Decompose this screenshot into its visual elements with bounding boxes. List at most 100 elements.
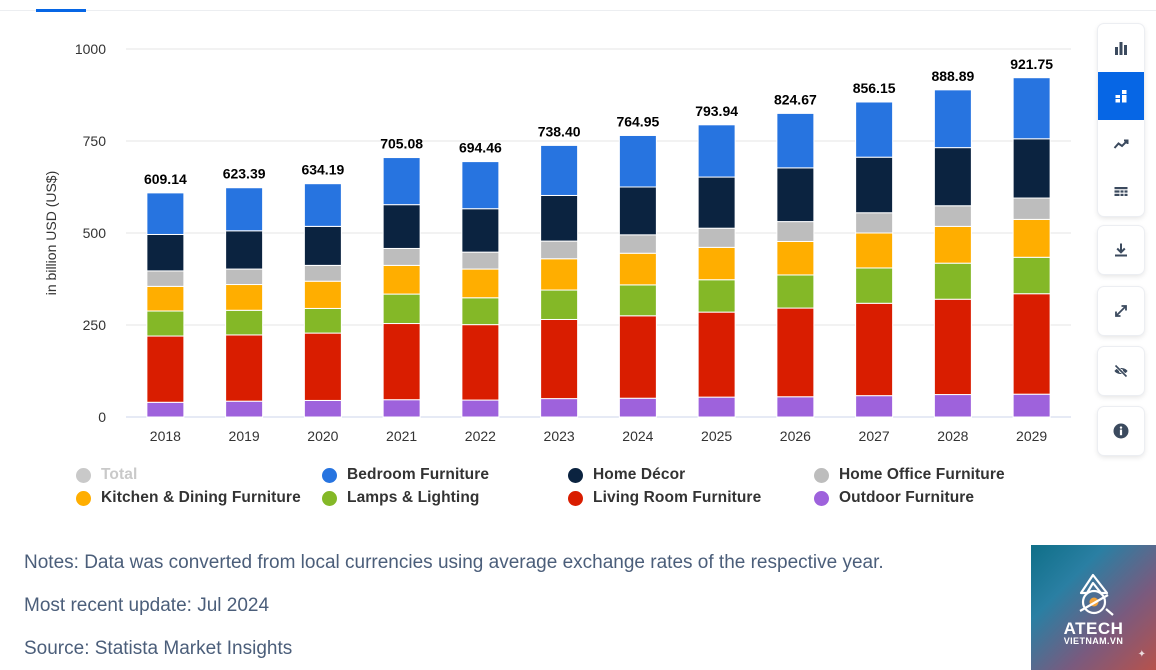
bar-segment[interactable] [146,310,185,337]
bar-segment[interactable] [382,247,421,266]
bar-segment[interactable] [540,398,579,418]
table-view-button[interactable] [1098,168,1144,216]
legend-item[interactable]: Living Room Furniture [568,489,761,507]
bar-segment[interactable] [382,157,421,206]
bar-segment[interactable] [225,309,264,336]
info-button[interactable] [1098,407,1144,455]
bar-segment[interactable] [618,252,657,286]
bar-segment[interactable] [225,230,264,270]
bar-segment[interactable] [697,227,736,248]
bar-segment[interactable] [697,311,736,398]
bar-segment[interactable] [303,307,342,334]
bar-segment[interactable] [618,284,657,317]
bar-segment[interactable] [1012,197,1051,220]
bar-segment[interactable] [382,264,421,295]
bar-segment[interactable] [461,251,500,270]
bar-segment[interactable] [303,399,342,418]
bar-segment[interactable] [1012,77,1051,140]
bar-segment[interactable] [540,240,579,260]
line-chart-button[interactable] [1098,120,1144,168]
hide-button[interactable] [1098,347,1144,395]
bar-segment[interactable] [855,267,894,304]
bar-segment[interactable] [303,225,342,266]
bar-segment[interactable] [461,399,500,418]
bar-segment[interactable] [933,262,972,300]
bar-segment[interactable] [776,274,815,309]
download-button[interactable] [1098,226,1144,274]
bar-segment[interactable] [461,268,500,299]
bar-segment[interactable] [933,225,972,264]
bar-segment[interactable] [697,246,736,281]
bar-segment[interactable] [697,176,736,229]
bar-segment[interactable] [697,279,736,313]
legend-item[interactable]: Bedroom Furniture [322,466,489,484]
bar-segment[interactable] [303,280,342,309]
stacked-bar-button[interactable] [1098,72,1144,120]
legend-item[interactable]: Outdoor Furniture [814,489,974,507]
bar-segment[interactable] [382,293,421,325]
bar-segment[interactable] [933,147,972,207]
bar-segment[interactable] [855,156,894,214]
bar-segment[interactable] [225,400,264,418]
bar-segment[interactable] [382,204,421,249]
bar-segment[interactable] [146,270,185,287]
bar-segment[interactable] [540,318,579,400]
bar-segment[interactable] [618,134,657,188]
bar-segment[interactable] [618,234,657,254]
bar-segment[interactable] [776,112,815,169]
bar-segment[interactable] [855,232,894,269]
bar-segment[interactable] [855,395,894,418]
bar-segment[interactable] [933,205,972,227]
legend-item[interactable]: Home Office Furniture [814,466,1005,484]
bar-segment[interactable] [540,289,579,320]
legend-item[interactable]: Kitchen & Dining Furniture [76,489,301,507]
bar-segment[interactable] [146,285,185,312]
bar-segment[interactable] [540,144,579,196]
bar-segment[interactable] [540,194,579,242]
bar-segment[interactable] [382,399,421,418]
bar-segment[interactable] [146,192,185,235]
bar-segment[interactable] [225,284,264,311]
legend-item[interactable]: Home Décor [568,466,685,484]
bar-segment[interactable] [225,187,264,232]
bar-segment[interactable] [933,394,972,418]
bar-segment[interactable] [776,396,815,418]
bar-segment[interactable] [855,302,894,397]
bar-segment[interactable] [146,233,185,272]
bar-segment[interactable] [225,268,264,286]
bar-segment[interactable] [146,401,185,418]
bar-segment[interactable] [855,101,894,158]
bar-segment[interactable] [1012,293,1051,395]
bar-segment[interactable] [776,240,815,276]
bar-segment[interactable] [933,298,972,396]
bar-segment[interactable] [461,324,500,401]
fullscreen-button[interactable] [1098,287,1144,335]
bar-segment[interactable] [776,221,815,242]
bar-segment[interactable] [461,161,500,210]
bar-segment[interactable] [933,89,972,149]
bar-segment[interactable] [1012,138,1051,199]
bar-chart-button[interactable] [1098,24,1144,72]
bar-segment[interactable] [618,397,657,418]
bar-segment[interactable] [1012,256,1051,295]
bar-segment[interactable] [461,208,500,253]
bar-segment[interactable] [697,396,736,418]
bar-segment[interactable] [303,332,342,401]
source-link[interactable]: Source: Statista Market Insights [24,638,293,659]
legend-item[interactable]: Lamps & Lighting [322,489,479,507]
bar-segment[interactable] [225,334,264,402]
bar-segment[interactable] [776,307,815,398]
bar-segment[interactable] [303,264,342,282]
bar-segment[interactable] [855,212,894,234]
bar-segment[interactable] [1012,393,1051,418]
bar-segment[interactable] [146,335,185,403]
bar-segment[interactable] [618,186,657,236]
bar-segment[interactable] [303,183,342,227]
bar-segment[interactable] [776,167,815,223]
bar-segment[interactable] [1012,218,1051,258]
bar-segment[interactable] [697,124,736,178]
legend-item[interactable]: Total [76,466,137,484]
bar-segment[interactable] [461,297,500,326]
bar-segment[interactable] [540,258,579,291]
bar-segment[interactable] [618,315,657,399]
